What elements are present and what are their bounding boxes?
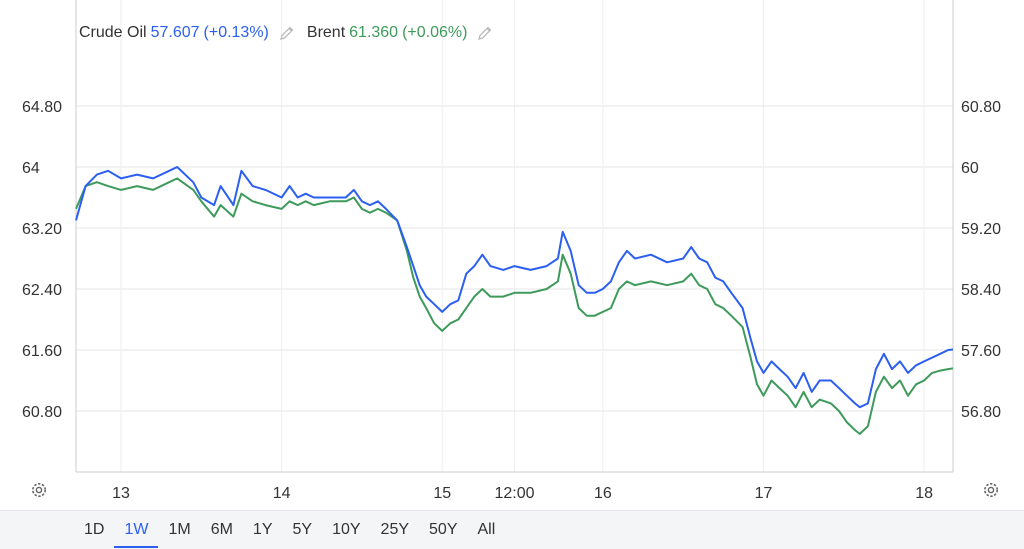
range-tab-6m[interactable]: 6M — [210, 521, 233, 538]
price-chart: 64.80 64 63.20 62.40 61.60 60.80 60.80 60 59.20 5… — [22, 0, 1001, 502]
range-tab-1y[interactable]: 1Y — [252, 521, 273, 538]
legend-crude-change: (+0.13%) — [203, 24, 269, 41]
left-axis-tick-label: 64.80 — [22, 99, 62, 116]
range-tab-1m[interactable]: 1M — [168, 521, 191, 538]
left-axis-tick-label: 62.40 — [22, 282, 62, 299]
left-axis-tick-label: 64 — [22, 160, 40, 177]
range-tab-all[interactable]: All — [477, 521, 496, 538]
pencil-icon[interactable] — [279, 25, 295, 41]
gear-icon[interactable] — [981, 480, 1001, 500]
legend-brent-change: (+0.06%) — [402, 24, 468, 41]
time-range-tabs: 1D 1W 1M 6M 1Y 5Y 10Y 25Y 50Y All — [0, 511, 1024, 549]
gear-icon[interactable] — [29, 480, 49, 500]
range-tab-5y[interactable]: 5Y — [292, 521, 313, 538]
range-tab-1d[interactable]: 1D — [84, 521, 105, 538]
left-axis-tick-label: 63.20 — [22, 221, 62, 238]
right-axis-tick-label: 60 — [961, 160, 979, 177]
x-axis-tick-label: 13 — [112, 485, 130, 502]
right-axis-tick-label: 57.60 — [961, 343, 1001, 360]
range-tab-50y[interactable]: 50Y — [429, 521, 458, 538]
range-tab-25y[interactable]: 25Y — [380, 521, 410, 538]
x-axis-tick-label: 14 — [273, 485, 291, 502]
x-axis-tick-label: 17 — [755, 485, 773, 502]
chart-legend: Crude Oil 57.607 (+0.13%) Brent 61.360 (… — [79, 22, 505, 44]
right-axis-tick-label: 56.80 — [961, 404, 1001, 421]
range-tab-10y[interactable]: 10Y — [332, 521, 361, 538]
right-axis-tick-label: 60.80 — [961, 99, 1001, 116]
right-axis-tick-label: 59.20 — [961, 221, 1001, 238]
legend-crude-value: 57.607 — [150, 24, 200, 41]
legend-crude-name: Crude Oil — [79, 24, 147, 41]
x-axis-tick-label: 16 — [594, 485, 612, 502]
x-axis-tick-label: 18 — [915, 485, 933, 502]
brent-series-line — [75, 177, 954, 435]
legend-brent-value: 61.360 — [349, 24, 399, 41]
pencil-icon[interactable] — [477, 25, 493, 41]
left-axis-tick-label: 61.60 — [22, 343, 62, 360]
right-axis-tick-label: 58.40 — [961, 282, 1001, 299]
x-axis-tick-label: 15 — [433, 485, 451, 502]
range-tab-1w[interactable]: 1W — [114, 511, 159, 549]
chart-canvas: 64.80 64 63.20 62.40 61.60 60.80 60.80 60 59.20 5… — [22, 0, 1001, 502]
x-axis-tick-label: 12:00 — [494, 485, 534, 502]
crude-oil-series-line — [75, 166, 954, 409]
legend-brent-name: Brent — [306, 24, 346, 41]
left-axis-tick-label: 60.80 — [22, 404, 62, 421]
time-range-bar: 1D 1W 1M 6M 1Y 5Y 10Y 25Y 50Y All — [0, 510, 1024, 549]
